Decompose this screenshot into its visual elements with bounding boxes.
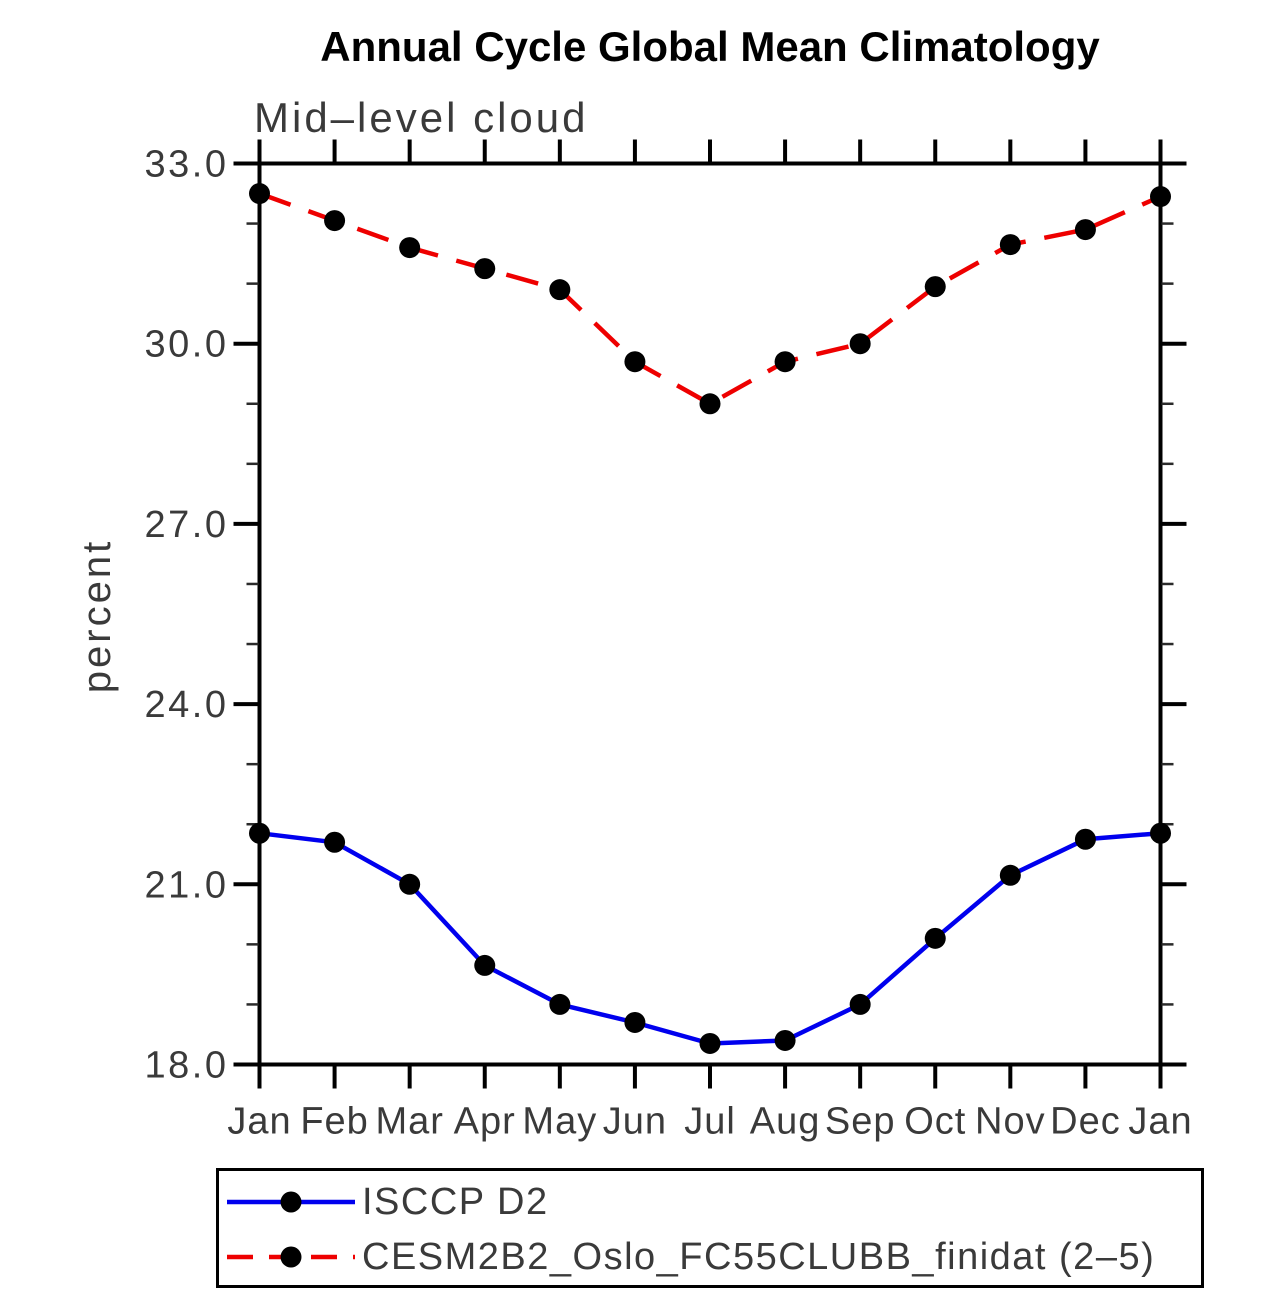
- y-tick-label: 21.0: [145, 864, 229, 906]
- legend-label: ISCCP D2: [362, 1181, 549, 1223]
- x-tick-label: Sep: [825, 1101, 896, 1143]
- x-tick-label: Jun: [603, 1101, 667, 1143]
- data-point-marker: [624, 1011, 646, 1033]
- x-tick-label: Jul: [684, 1101, 736, 1143]
- data-point-marker: [999, 864, 1021, 886]
- data-point-marker: [399, 873, 421, 895]
- legend-item-cesm2b2: CESM2B2_Oslo_FC55CLUBB_finidat (2–5): [222, 1236, 1155, 1278]
- data-point-marker: [924, 927, 946, 949]
- x-tick-label: Mar: [375, 1101, 443, 1143]
- x-tick-label: Jan: [227, 1101, 291, 1143]
- x-tick-label: Aug: [750, 1101, 821, 1143]
- data-point-marker: [249, 822, 270, 844]
- legend-line-sample-dashed: [227, 1246, 355, 1268]
- legend-marker-dot-icon: [280, 1246, 302, 1268]
- data-point-marker: [1074, 828, 1096, 850]
- data-point-marker: [1150, 822, 1171, 844]
- x-tick-label: May: [522, 1101, 597, 1143]
- y-tick-label: 33.0: [145, 144, 229, 186]
- data-point-marker: [624, 351, 646, 373]
- data-point-marker: [474, 258, 496, 280]
- plot-border: [257, 161, 1163, 1067]
- y-tick-label: 24.0: [145, 684, 229, 726]
- data-point-marker: [324, 831, 346, 853]
- x-tick-label: Nov: [975, 1101, 1046, 1143]
- legend-box: ISCCP D2 CESM2B2_Oslo_FC55CLUBB_finidat …: [216, 1168, 1204, 1288]
- x-tick-label: Apr: [454, 1101, 516, 1143]
- y-tick-label: 18.0: [145, 1045, 229, 1087]
- data-point-marker: [774, 351, 796, 373]
- x-tick-label: Dec: [1050, 1101, 1121, 1143]
- legend-line-sample-solid: [227, 1191, 355, 1213]
- legend-marker-dot-icon: [280, 1191, 302, 1213]
- chart-subtitle: Mid–level cloud: [254, 94, 589, 141]
- data-point-marker: [699, 393, 721, 415]
- data-point-marker: [399, 237, 421, 259]
- chart-title: Annual Cycle Global Mean Climatology: [320, 23, 1100, 70]
- series-line-dashed: [258, 191, 1162, 407]
- data-point-marker: [549, 279, 571, 301]
- data-point-marker: [849, 993, 871, 1015]
- data-point-marker: [1150, 186, 1171, 208]
- y-tick-label: 27.0: [145, 504, 229, 546]
- y-tick-label: 30.0: [145, 324, 229, 366]
- data-point-marker: [549, 993, 571, 1015]
- legend-label: CESM2B2_Oslo_FC55CLUBB_finidat (2–5): [362, 1236, 1156, 1278]
- x-tick-label: Jan: [1128, 1101, 1192, 1143]
- legend-item-isccp-d2: ISCCP D2: [222, 1181, 549, 1223]
- data-point-marker: [249, 183, 270, 205]
- x-tick-label: Feb: [300, 1101, 368, 1143]
- data-point-marker: [999, 234, 1021, 256]
- series-line-solid: [259, 830, 1161, 1046]
- x-tick-label: Oct: [904, 1101, 966, 1143]
- data-point-marker: [774, 1029, 796, 1051]
- data-point-marker: [849, 333, 871, 355]
- data-point-marker: [699, 1032, 721, 1054]
- data-point-marker: [924, 276, 946, 298]
- data-point-marker: [474, 954, 496, 976]
- data-point-marker: [324, 210, 346, 232]
- data-point-marker: [1074, 219, 1096, 241]
